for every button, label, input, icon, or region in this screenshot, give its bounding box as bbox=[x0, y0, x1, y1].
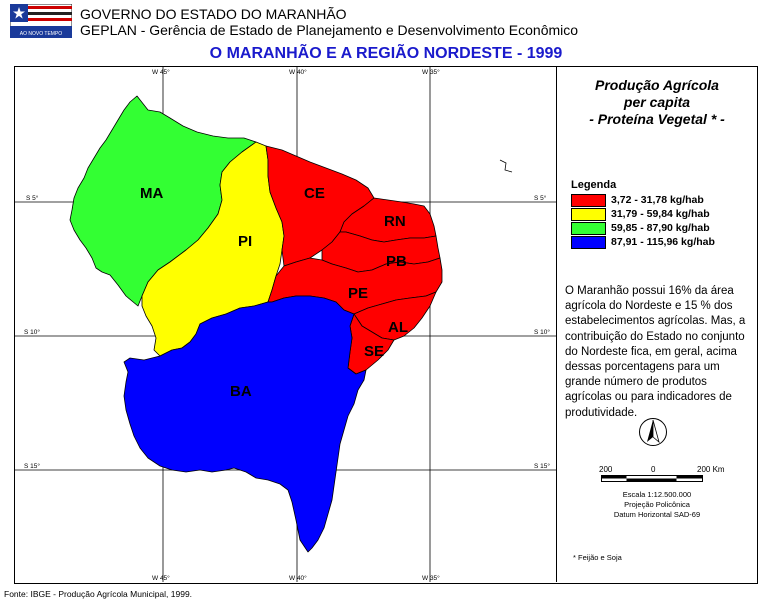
scale-bar bbox=[601, 475, 703, 482]
lon-label-35-top: W 35° bbox=[422, 68, 440, 76]
map-datum-text: Datum Horizontal SAD-69 bbox=[613, 510, 701, 519]
lat-label-10-left: S 10° bbox=[24, 328, 40, 336]
legend-title: Legenda bbox=[571, 179, 617, 191]
lon-label-40-top: W 40° bbox=[289, 68, 307, 76]
panel-title-line3: - Proteína Vegetal * - bbox=[589, 111, 725, 127]
legend-swatch-blue bbox=[571, 236, 606, 249]
map-title: O MARANHÃO E A REGIÃO NORDESTE - 1999 bbox=[209, 45, 563, 62]
flag-caption: AO NOVO TEMPO bbox=[20, 31, 63, 37]
label-se: SE bbox=[364, 343, 384, 360]
panel-title-line2: per capita bbox=[623, 94, 691, 110]
legend-label: 87,91 - 115,96 kg/hab bbox=[611, 236, 715, 248]
legend-label: 3,72 - 31,78 kg/hab bbox=[611, 194, 704, 206]
lat-label-5-right: S 5° bbox=[534, 194, 547, 202]
header-geplan: GEPLAN - Gerência de Estado de Planejame… bbox=[80, 22, 579, 38]
scale-label-mid: 0 bbox=[651, 465, 656, 474]
label-ba: BA bbox=[230, 383, 252, 400]
map-frame bbox=[14, 66, 758, 584]
lat-label-15-right: S 15° bbox=[534, 462, 550, 470]
maranhao-flag-logo: AO NOVO TEMPO bbox=[9, 3, 73, 39]
label-ce: CE bbox=[304, 185, 325, 202]
northeast-map: MA PI CE RN PB PE AL SE BA W 45° W 40° W… bbox=[15, 67, 556, 582]
label-pe: PE bbox=[348, 285, 368, 302]
lon-label-40-bottom: W 40° bbox=[289, 574, 307, 582]
lat-label-10-right: S 10° bbox=[534, 328, 550, 336]
legend-swatch-red bbox=[571, 194, 606, 207]
legend-swatch-yellow bbox=[571, 208, 606, 221]
fernando-de-noronha-island bbox=[499, 159, 513, 173]
footnote: * Feijão e Soja bbox=[573, 553, 622, 562]
map-scale-text: Escala 1:12.500.000 bbox=[622, 490, 692, 499]
legend-label: 31,79 - 59,84 kg/hab bbox=[611, 208, 710, 220]
legend-panel: Produção Agrícola per capita - Proteína … bbox=[556, 66, 757, 582]
source-note: Fonte: IBGE - Produção Agrícola Municipa… bbox=[4, 589, 193, 599]
region-ma bbox=[69, 95, 257, 307]
label-rn: RN bbox=[384, 213, 406, 230]
lon-label-45-top: W 45° bbox=[152, 68, 170, 76]
label-pb: PB bbox=[386, 253, 407, 270]
lon-label-35-bottom: W 35° bbox=[422, 574, 440, 582]
lat-label-5-left: S 5° bbox=[26, 194, 39, 202]
label-pi: PI bbox=[238, 233, 252, 250]
note-text: O Maranhão possui 16% da área agrícola d… bbox=[565, 285, 746, 419]
north-arrow-icon bbox=[639, 418, 667, 446]
panel-title-line1: Produção Agrícola bbox=[595, 77, 719, 93]
label-al: AL bbox=[388, 319, 408, 336]
scale-label-right: 200 Km bbox=[697, 465, 725, 474]
header-government: GOVERNO DO ESTADO DO MARANHÃO bbox=[80, 6, 347, 22]
map-projection-text: Projeção Policônica bbox=[624, 500, 690, 509]
legend-label: 59,85 - 87,90 kg/hab bbox=[611, 222, 710, 234]
lon-label-45-bottom: W 45° bbox=[152, 574, 170, 582]
label-ma: MA bbox=[140, 185, 163, 202]
scale-label-left: 200 bbox=[599, 465, 613, 474]
lat-label-15-left: S 15° bbox=[24, 462, 40, 470]
region-ba bbox=[123, 295, 367, 553]
legend-swatch-green bbox=[571, 222, 606, 235]
